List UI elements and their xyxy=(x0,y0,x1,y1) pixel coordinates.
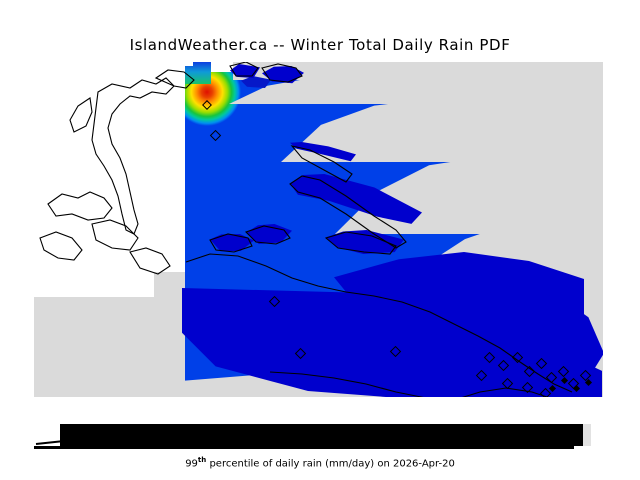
colorbar-over-cap xyxy=(583,424,591,446)
data-window-north-gap-a xyxy=(211,62,233,72)
data-window-north-gap-b xyxy=(185,62,193,66)
colorbar[interactable] xyxy=(34,422,603,449)
outside-domain-area-northwest xyxy=(34,62,186,272)
map-panel[interactable] xyxy=(34,62,603,406)
outside-domain-area-west xyxy=(34,257,154,297)
colorbar-caption: 99th percentile of daily rain (mm/day) o… xyxy=(0,456,640,469)
colorbar-axis-line xyxy=(34,446,574,449)
caption-percentile-number: 99 xyxy=(185,458,198,470)
caption-percentile-suffix: th xyxy=(197,456,207,464)
outside-domain-area-south xyxy=(34,397,603,406)
colorbar-gradient xyxy=(60,424,583,446)
page-title: IslandWeather.ca -- Winter Total Daily R… xyxy=(129,36,511,54)
colorbar-tick-mark xyxy=(35,440,62,445)
caption-text: percentile of daily rain (mm/day) on 202… xyxy=(206,458,455,470)
